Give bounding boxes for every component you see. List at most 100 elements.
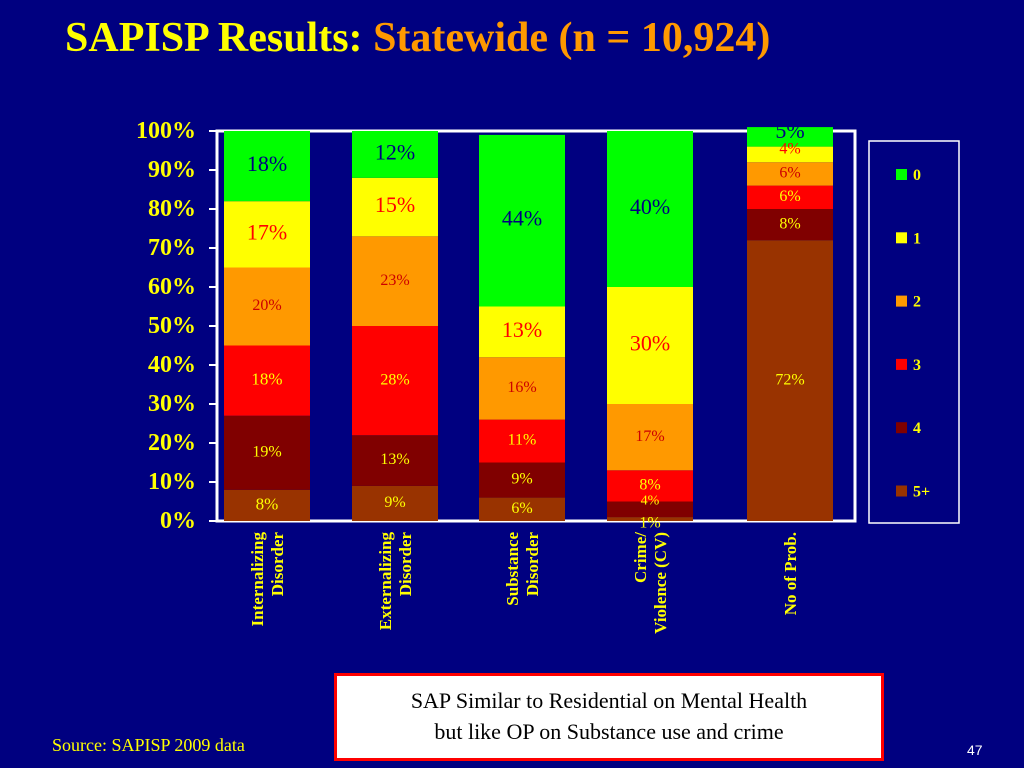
bar-segment bbox=[747, 185, 833, 209]
y-tick-label: 20% bbox=[148, 430, 196, 456]
segment-label: 4% bbox=[641, 494, 660, 509]
legend-swatch bbox=[896, 232, 907, 244]
x-category-line: Internalizing bbox=[248, 532, 267, 627]
bar-segment bbox=[224, 489, 310, 521]
y-tick-label: 40% bbox=[148, 352, 196, 378]
segment-label: 8% bbox=[779, 215, 800, 232]
bar-segment bbox=[607, 470, 693, 502]
callout-line-2: but like OP on Substance use and crime bbox=[434, 719, 784, 744]
callout-note: SAP Similar to Residential on Mental Hea… bbox=[334, 673, 884, 761]
segment-label: 6% bbox=[511, 500, 532, 517]
x-category-line: Disorder bbox=[523, 532, 542, 597]
bar-segment bbox=[607, 517, 693, 521]
segment-label: 72% bbox=[775, 371, 804, 388]
bar-segment bbox=[479, 357, 565, 420]
bar-segment bbox=[747, 162, 833, 186]
segment-label: 20% bbox=[252, 297, 281, 314]
bar-segment bbox=[352, 326, 438, 436]
x-category-label: Externalizing Disorder bbox=[376, 532, 415, 631]
segment-label: 13% bbox=[380, 451, 409, 468]
y-tick-label: 0% bbox=[160, 508, 196, 534]
segment-label: 30% bbox=[630, 331, 670, 356]
segment-label: 9% bbox=[511, 471, 532, 488]
segment-label: 1% bbox=[639, 515, 660, 532]
bar-segment bbox=[224, 415, 310, 490]
bar-segment bbox=[224, 267, 310, 346]
legend-swatch bbox=[896, 295, 907, 307]
segment-label: 6% bbox=[779, 165, 800, 182]
page-number: 47 bbox=[967, 742, 983, 758]
x-category-line: Disorder bbox=[268, 532, 287, 597]
legend-label: 3 bbox=[913, 357, 921, 374]
x-category-line: Substance bbox=[503, 532, 522, 606]
segment-label: 8% bbox=[639, 477, 660, 494]
legend-label: 4 bbox=[913, 420, 921, 437]
legend-label: 2 bbox=[913, 294, 921, 311]
bar-segment bbox=[747, 209, 833, 241]
x-category-line: No of Prob. bbox=[781, 532, 800, 615]
segment-label: 6% bbox=[779, 188, 800, 205]
y-tick-label: 90% bbox=[148, 157, 196, 183]
bar-segment bbox=[352, 435, 438, 486]
legend-swatch bbox=[896, 169, 907, 180]
segment-label: 28% bbox=[380, 371, 409, 388]
y-tick-label: 100% bbox=[136, 118, 196, 144]
bar-segment bbox=[607, 404, 693, 471]
bar-segment bbox=[479, 462, 565, 498]
bar-segment bbox=[224, 345, 310, 416]
bar-segment bbox=[747, 240, 833, 521]
y-tick-label: 10% bbox=[148, 469, 196, 495]
bar-segment bbox=[352, 236, 438, 326]
y-tick-label: 60% bbox=[148, 274, 196, 300]
x-category-label: Internalizing Disorder bbox=[248, 532, 287, 627]
bar-segment bbox=[607, 131, 693, 287]
x-category-line: Disorder bbox=[396, 532, 415, 597]
y-tick-label: 80% bbox=[148, 196, 196, 222]
callout-line-1: SAP Similar to Residential on Mental Hea… bbox=[410, 688, 808, 714]
y-tick-label: 30% bbox=[148, 391, 196, 417]
x-category-line: Externalizing bbox=[376, 532, 395, 631]
segment-label: 44% bbox=[502, 206, 542, 231]
slide-title: SAPISP Results: Statewide (n = 10,924) bbox=[65, 14, 770, 62]
segment-label: 40% bbox=[630, 194, 670, 219]
bar-segment bbox=[479, 306, 565, 358]
segment-label: 13% bbox=[502, 317, 542, 342]
legend-label: 0 bbox=[913, 167, 921, 184]
bar-segment bbox=[352, 485, 438, 521]
segment-label: 12% bbox=[375, 139, 415, 164]
legend-swatch bbox=[896, 422, 907, 434]
bar-segment bbox=[479, 134, 565, 307]
segment-label: 9% bbox=[384, 494, 405, 511]
y-tick-label: 50% bbox=[148, 313, 196, 339]
title-main: SAPISP Results: bbox=[65, 15, 374, 61]
bar-segment bbox=[607, 501, 693, 518]
bar-segment bbox=[479, 497, 565, 521]
legend-label: 5+ bbox=[913, 484, 930, 501]
segment-label: 17% bbox=[247, 219, 287, 244]
segment-label: 16% bbox=[507, 379, 536, 396]
bar-segment bbox=[479, 419, 565, 463]
x-category-label: No of Prob. bbox=[781, 532, 800, 615]
x-category-label: Crime/Violence (CV) bbox=[631, 532, 670, 634]
segment-label: 8% bbox=[256, 494, 279, 513]
segment-label: 15% bbox=[375, 192, 415, 217]
x-category-label: Substance Disorder bbox=[503, 532, 542, 606]
segment-label: 18% bbox=[247, 151, 287, 176]
bar-segment bbox=[352, 131, 438, 178]
segment-label: 4% bbox=[779, 140, 800, 157]
segment-label: 23% bbox=[380, 272, 409, 289]
segment-label: 5% bbox=[775, 118, 804, 143]
y-tick-label: 70% bbox=[148, 235, 196, 261]
legend-box bbox=[868, 140, 960, 524]
legend-label: 1 bbox=[913, 230, 921, 247]
source-note: Source: SAPISP 2009 data bbox=[52, 735, 245, 755]
title-highlight: Statewide (n = 10,924) bbox=[373, 15, 771, 61]
segment-label: 18% bbox=[251, 370, 282, 389]
x-category-line: Crime/ bbox=[631, 532, 650, 583]
legend-swatch bbox=[896, 485, 907, 497]
bar-segment bbox=[224, 131, 310, 202]
segment-label: 17% bbox=[635, 428, 664, 445]
legend-swatch bbox=[896, 358, 907, 370]
bar-segment bbox=[352, 177, 438, 237]
